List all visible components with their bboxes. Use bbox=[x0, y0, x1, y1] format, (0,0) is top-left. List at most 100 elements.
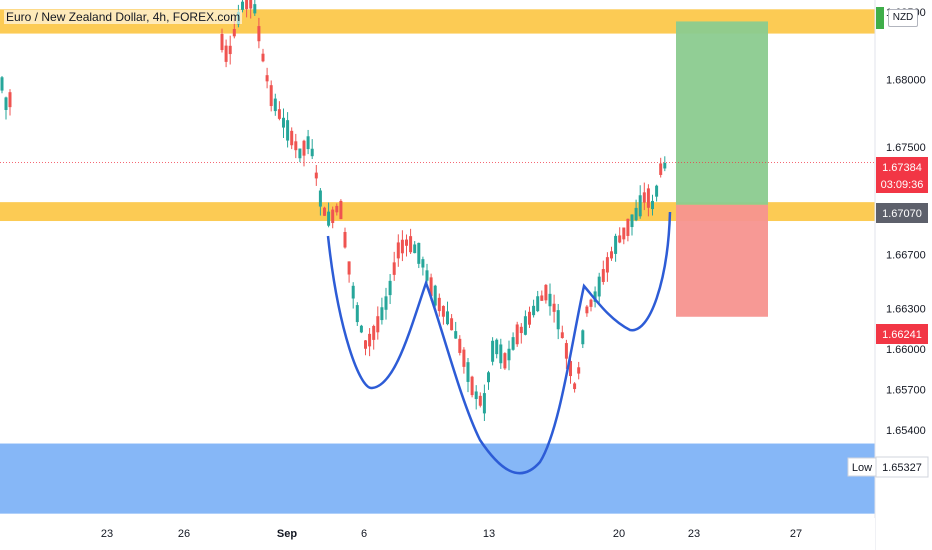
candle bbox=[359, 324, 363, 334]
target-zone[interactable] bbox=[676, 21, 768, 205]
candle bbox=[536, 290, 540, 313]
candle bbox=[614, 233, 618, 262]
candle-body bbox=[331, 209, 335, 223]
candle bbox=[577, 361, 581, 380]
candle bbox=[220, 28, 224, 53]
candle bbox=[388, 274, 392, 305]
candle bbox=[597, 272, 601, 305]
candle bbox=[257, 17, 261, 49]
candle-body bbox=[655, 185, 659, 197]
candle-body bbox=[318, 190, 322, 207]
candle bbox=[663, 156, 667, 172]
candle bbox=[618, 227, 622, 244]
candle-body bbox=[343, 231, 347, 248]
candle-body bbox=[433, 285, 437, 306]
candle-body bbox=[359, 325, 363, 333]
candle-body bbox=[392, 262, 396, 275]
candle bbox=[581, 329, 585, 349]
entry-price-tag-bg bbox=[876, 203, 928, 223]
candle bbox=[622, 227, 626, 245]
candle bbox=[8, 89, 12, 116]
candle bbox=[466, 358, 470, 393]
candle bbox=[564, 339, 568, 369]
low-label: Low bbox=[852, 462, 872, 474]
candle-body bbox=[355, 305, 359, 323]
candle-body bbox=[4, 97, 8, 110]
candle-body bbox=[282, 117, 285, 128]
candle-body bbox=[339, 200, 343, 220]
candle bbox=[491, 337, 495, 366]
candle-body bbox=[228, 45, 232, 55]
stop-zone[interactable] bbox=[676, 204, 768, 317]
candle-body bbox=[569, 361, 572, 377]
candle-body bbox=[314, 172, 318, 179]
candle bbox=[474, 385, 478, 410]
candle-body bbox=[622, 227, 626, 240]
candle-body bbox=[269, 85, 273, 107]
time-tick-label: Sep bbox=[277, 528, 297, 540]
candle-body bbox=[659, 163, 663, 175]
candle bbox=[368, 328, 372, 357]
candle-body bbox=[257, 26, 261, 42]
candle-body bbox=[290, 130, 294, 146]
candle-body bbox=[298, 148, 302, 159]
candle bbox=[585, 304, 589, 317]
candle bbox=[323, 206, 326, 217]
candle-body bbox=[249, 0, 253, 9]
zones-layer bbox=[0, 9, 875, 514]
time-tick-label: 6 bbox=[361, 528, 367, 540]
position-tool[interactable] bbox=[0, 21, 875, 317]
time-tick-label: 23 bbox=[688, 528, 700, 540]
candle bbox=[396, 234, 400, 267]
low-value-bg bbox=[875, 456, 929, 478]
candle-body bbox=[335, 205, 339, 213]
candle bbox=[245, 0, 249, 18]
candle-body bbox=[626, 218, 630, 236]
candle bbox=[331, 206, 335, 229]
candle-body bbox=[511, 337, 515, 350]
candle-body bbox=[302, 140, 306, 156]
candle-body bbox=[245, 0, 249, 10]
candle bbox=[392, 251, 396, 281]
time-tick-label: 23 bbox=[101, 528, 113, 540]
candle-body bbox=[294, 141, 298, 151]
candle bbox=[302, 139, 306, 167]
candle bbox=[405, 234, 408, 257]
candle bbox=[339, 199, 343, 220]
candle bbox=[400, 230, 404, 262]
candle bbox=[573, 382, 577, 393]
candle-body bbox=[441, 305, 445, 317]
candle-body bbox=[581, 330, 585, 345]
candle-body bbox=[610, 251, 613, 259]
candle bbox=[655, 184, 659, 202]
candle-body bbox=[277, 109, 281, 119]
candle-body bbox=[470, 376, 474, 396]
candle-body bbox=[651, 200, 654, 210]
candle bbox=[347, 261, 351, 283]
pattern-curve bbox=[326, 211, 672, 475]
candle-body bbox=[618, 235, 622, 243]
candle bbox=[380, 297, 384, 325]
candle bbox=[314, 164, 318, 186]
candle bbox=[306, 129, 310, 155]
candle bbox=[335, 203, 339, 216]
candle-body bbox=[523, 316, 527, 335]
candle-body bbox=[536, 296, 540, 312]
time-axis: 23 26 Sep 6 13 20 23 27 bbox=[0, 518, 875, 550]
candle bbox=[507, 340, 511, 371]
price-tick-label: 1.65400 bbox=[886, 425, 926, 437]
price-tick-label: 1.66300 bbox=[886, 304, 926, 316]
candle bbox=[651, 194, 654, 216]
candle-body bbox=[405, 239, 408, 246]
candle bbox=[544, 283, 548, 304]
candle-body bbox=[540, 295, 544, 301]
candle-body bbox=[552, 303, 556, 312]
candle-body bbox=[601, 269, 605, 282]
currency-button[interactable]: NZD bbox=[888, 9, 918, 27]
stop-price-tag-bg bbox=[876, 324, 928, 344]
chart-title: Euro / New Zealand Dollar, 4h, FOREX.com bbox=[4, 10, 243, 24]
candle bbox=[372, 324, 376, 350]
candle bbox=[224, 39, 228, 68]
price-tick-label: 1.66700 bbox=[886, 250, 926, 262]
